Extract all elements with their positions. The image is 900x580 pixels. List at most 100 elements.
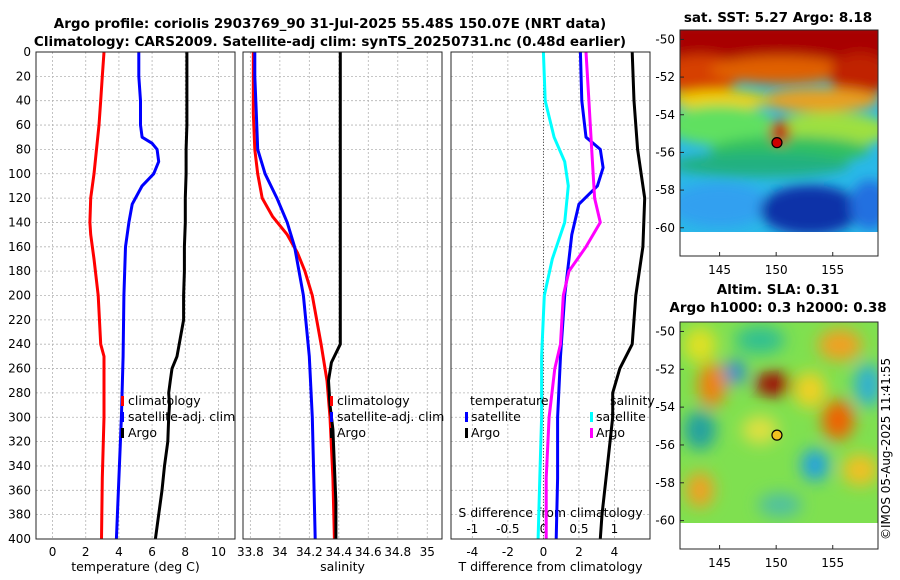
x-tick-label: 2 bbox=[575, 545, 583, 559]
map-x-tick-label: 145 bbox=[708, 556, 731, 570]
y-tick-label: 100 bbox=[8, 167, 31, 181]
x-tick-label: 4 bbox=[611, 545, 619, 559]
legend-swatch-argo bbox=[121, 428, 124, 438]
y-tick-label: 140 bbox=[8, 215, 31, 229]
s-tick-label: 0.5 bbox=[569, 522, 588, 536]
x-axis-label-top: S difference from climatology bbox=[458, 505, 643, 520]
series-line-satellite-adj-clim bbox=[253, 52, 317, 540]
legend-swatch-s-argo bbox=[590, 428, 593, 438]
plot-frame bbox=[242, 51, 443, 540]
legend-title-temperature: temperature bbox=[470, 393, 549, 408]
s-tick-label: 0 bbox=[540, 522, 548, 536]
legend-swatch-satellite bbox=[121, 412, 124, 422]
legend-label-climatology: climatology bbox=[128, 393, 201, 408]
map-frame bbox=[679, 29, 879, 257]
legend-label-t-argo: Argo bbox=[471, 425, 500, 440]
sla-map-image bbox=[680, 322, 878, 523]
legend-swatch-climatology bbox=[121, 396, 124, 406]
x-tick-label: 34.6 bbox=[355, 545, 382, 559]
x-tick-label: 6 bbox=[148, 545, 156, 559]
legend-swatch-argo bbox=[330, 428, 333, 438]
legend-swatch-satellite bbox=[330, 412, 333, 422]
difference-panel: -4 -2 0 2 4 S difference from climatology -1 -0… bbox=[450, 51, 651, 574]
sla-map-axes: -50 -52 -54 -56 -58 -60 145 150 155 bbox=[655, 321, 879, 570]
title-line-2: Climatology: CARS2009. Satellite-adj cli… bbox=[34, 34, 626, 50]
map-y-tick-label: -60 bbox=[655, 221, 675, 235]
x-tick-label: 34.2 bbox=[296, 545, 323, 559]
salinity-legend: climatology satellite-adj. clim Argo bbox=[330, 393, 444, 440]
temperature-legend: climatology satellite-adj. clim Argo bbox=[121, 393, 235, 440]
series-line-climatology bbox=[88, 51, 106, 540]
legend-label-satellite: satellite-adj. clim bbox=[128, 409, 235, 424]
map-y-tick-label: -56 bbox=[655, 438, 675, 452]
y-tick-label: 360 bbox=[8, 483, 31, 497]
x-axis-label: temperature (deg C) bbox=[71, 559, 200, 574]
x-tick-label: 4 bbox=[115, 545, 123, 559]
x-tick-label: 8 bbox=[181, 545, 189, 559]
y-tick-label: 280 bbox=[8, 386, 31, 400]
map-x-tick-label: 145 bbox=[708, 263, 731, 277]
sst-map-image bbox=[680, 30, 878, 232]
s-tick-label: -0.5 bbox=[496, 522, 519, 536]
legend-label-s-argo: Argo bbox=[596, 425, 625, 440]
map-y-tick-label: -58 bbox=[655, 476, 675, 490]
legend-label-s-satellite: satellite bbox=[596, 409, 646, 424]
y-tick-label: 0 bbox=[23, 45, 31, 59]
map-x-tick-label: 150 bbox=[765, 263, 788, 277]
map-frame bbox=[679, 321, 879, 550]
legend-swatch-climatology bbox=[330, 396, 333, 406]
map-y-tick-label: -56 bbox=[655, 145, 675, 159]
y-tick-label: 400 bbox=[8, 532, 31, 546]
map-y-tick-label: -50 bbox=[655, 32, 675, 46]
legend-title-salinity: salinity bbox=[610, 393, 655, 408]
y-tick-label: 160 bbox=[8, 240, 31, 254]
salinity-panel: 33.8 34 34.2 34.4 34.6 34.8 35 salinity bbox=[237, 51, 443, 574]
series-line-climatology bbox=[251, 52, 336, 540]
y-tick-label: 60 bbox=[16, 118, 31, 132]
x-tick-label: 34.4 bbox=[325, 545, 352, 559]
x-tick-label: 33.8 bbox=[237, 545, 264, 559]
map-y-tick-label: -58 bbox=[655, 183, 675, 197]
sst-map-title: sat. SST: 5.27 Argo: 8.18 bbox=[684, 10, 872, 26]
y-tick-label: 340 bbox=[8, 459, 31, 473]
x-tick-label: 0 bbox=[540, 545, 548, 559]
legend-swatch-t-satellite bbox=[465, 412, 468, 422]
sla-map-title-2: Argo h1000: 0.3 h2000: 0.38 bbox=[669, 300, 886, 316]
y-tick-label: 300 bbox=[8, 410, 31, 424]
legend-label-climatology: climatology bbox=[337, 393, 410, 408]
legend-label-t-satellite: satellite bbox=[471, 409, 521, 424]
argo-float-marker bbox=[771, 137, 783, 149]
y-tick-label: 120 bbox=[8, 191, 31, 205]
x-tick-label: -4 bbox=[466, 545, 478, 559]
map-y-tick-label: -50 bbox=[655, 324, 675, 338]
series-line-t-argo bbox=[598, 51, 647, 540]
legend-label-argo: Argo bbox=[128, 425, 157, 440]
series-line-t-satellite bbox=[536, 51, 570, 540]
series-line-argo bbox=[327, 52, 342, 539]
copyright-text: ©IMOS 05-Aug-2025 11:41:55 bbox=[879, 358, 893, 540]
plot-frame bbox=[35, 51, 236, 540]
y-tick-label: 220 bbox=[8, 313, 31, 327]
map-y-tick-label: -52 bbox=[655, 362, 675, 376]
s-tick-label: 1 bbox=[611, 522, 619, 536]
sla-map-title-1: Altim. SLA: 0.31 bbox=[717, 282, 839, 298]
difference-legend: temperature satellite Argo salinity sate… bbox=[465, 393, 655, 440]
map-x-tick-label: 155 bbox=[821, 263, 844, 277]
y-tick-label: 80 bbox=[16, 142, 31, 156]
y-tick-label: 20 bbox=[16, 69, 31, 83]
legend-swatch-s-satellite bbox=[590, 412, 593, 422]
map-y-tick-label: -54 bbox=[655, 108, 675, 122]
plot-frame bbox=[450, 51, 651, 540]
y-tick-label: 40 bbox=[16, 94, 31, 108]
map-y-tick-label: -60 bbox=[655, 514, 675, 528]
map-x-tick-label: 155 bbox=[821, 556, 844, 570]
x-tick-label: 35 bbox=[420, 545, 435, 559]
x-tick-label: 34 bbox=[272, 545, 287, 559]
series-line-satellite-adj-clim bbox=[114, 52, 161, 540]
series-line-argo bbox=[153, 52, 189, 540]
legend-swatch-t-argo bbox=[465, 428, 468, 438]
x-tick-label: 2 bbox=[82, 545, 90, 559]
y-tick-label: 260 bbox=[8, 362, 31, 376]
x-axis-label: salinity bbox=[320, 559, 365, 574]
x-tick-label: 0 bbox=[49, 545, 57, 559]
